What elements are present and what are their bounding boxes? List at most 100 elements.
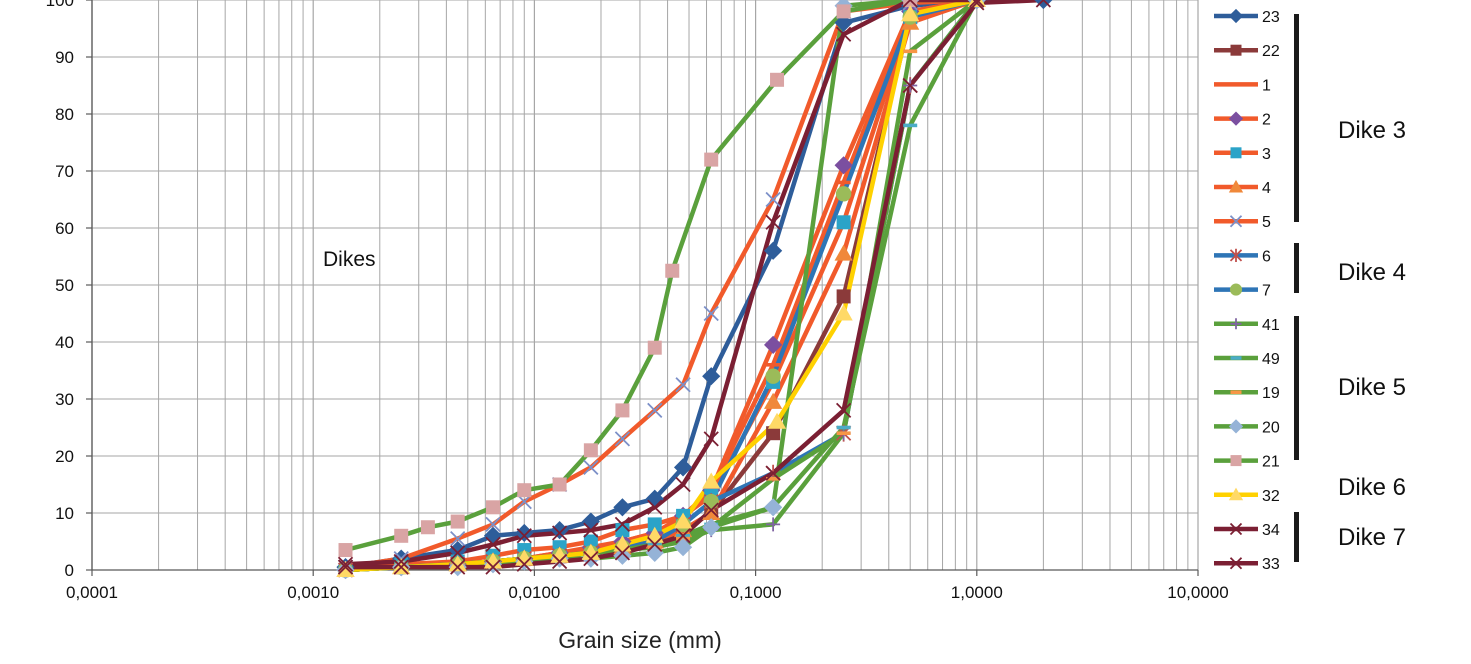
data-point-21 — [903, 0, 918, 7]
data-point-33 — [703, 431, 719, 447]
x-axis-title: Grain size (mm) — [558, 627, 722, 653]
data-point-33 — [902, 0, 918, 8]
y-tick-label: 20 — [55, 447, 74, 466]
data-point-34 — [647, 536, 663, 552]
data-point-34 — [703, 502, 719, 518]
data-point-32 — [336, 560, 355, 577]
legend-marker-41 — [1230, 318, 1242, 330]
legend-group-label: Dike 6 — [1338, 474, 1406, 501]
data-point-19 — [836, 431, 851, 435]
legend-label-6: 6 — [1262, 248, 1271, 265]
data-point-32 — [901, 5, 920, 22]
legend-label-22: 22 — [1262, 43, 1280, 60]
data-point-21 — [486, 500, 501, 515]
data-point-5 — [647, 402, 663, 419]
legend-group-label: Dike 7 — [1338, 524, 1406, 551]
legend-group-label: Dike 4 — [1338, 259, 1406, 286]
legend-label-3: 3 — [1262, 146, 1271, 163]
legend-marker-22 — [1230, 44, 1242, 56]
data-point-34 — [835, 402, 852, 419]
data-point-2 — [834, 156, 853, 175]
data-point-19 — [903, 49, 918, 54]
data-point-22 — [766, 426, 781, 441]
data-point-23 — [1034, 0, 1053, 10]
legend-label-49: 49 — [1262, 351, 1280, 368]
data-point-23 — [673, 458, 693, 477]
data-point-33 — [583, 522, 599, 538]
legend-dike-groups: Dike 3 Dike 4 Dike 5 Dike 6 Dike 7 — [1294, 14, 1406, 562]
legend-marker-23 — [1228, 8, 1244, 24]
legend-group-label: Dike 3 — [1338, 117, 1406, 144]
data-point-33 — [614, 516, 631, 533]
legend-group-bracket — [1294, 512, 1299, 562]
data-point-34 — [485, 559, 501, 575]
data-point-2 — [764, 335, 783, 354]
y-tick-label: 10 — [55, 504, 74, 523]
y-tick-label: 80 — [55, 105, 74, 124]
data-point-32 — [673, 512, 693, 529]
legend-marker-5 — [1229, 215, 1243, 228]
data-point-32 — [581, 543, 600, 560]
data-point-41 — [766, 517, 781, 532]
legend-label-5: 5 — [1262, 214, 1271, 231]
data-point-21 — [450, 514, 465, 529]
data-point-34 — [450, 559, 466, 575]
data-point-21 — [647, 340, 662, 355]
y-tick-label: 100 — [46, 0, 74, 10]
legend-marker-3 — [1230, 147, 1242, 159]
y-tick-label: 50 — [55, 276, 74, 295]
legend-marker-20 — [1228, 419, 1244, 434]
data-point-32 — [767, 412, 787, 429]
legend-label-19: 19 — [1262, 385, 1280, 402]
data-point-23 — [702, 367, 721, 386]
data-point-34 — [675, 528, 691, 544]
data-point-4 — [702, 503, 721, 520]
x-tick-label: 1,0000 — [951, 583, 1003, 602]
data-point-19 — [766, 477, 781, 481]
data-point-49 — [836, 425, 851, 430]
data-point-33 — [835, 26, 852, 42]
data-point-49 — [903, 123, 918, 128]
legend-label-34: 34 — [1262, 522, 1280, 539]
data-point-5 — [675, 377, 691, 393]
data-point-33 — [337, 556, 354, 572]
chart-tick-labels: 0 10 20 30 40 50 60 70 80 90 100 0,0001 0,0010 0,0100… — [46, 0, 1229, 602]
chart-annotations: Dikes — [323, 248, 376, 271]
data-point-7 — [835, 186, 852, 202]
legend-marker-34 — [1229, 522, 1243, 536]
data-point-33 — [450, 545, 466, 561]
legend-label-7: 7 — [1262, 283, 1271, 300]
data-point-33 — [969, 0, 985, 8]
data-point-23 — [448, 540, 467, 560]
chart-grid — [91, 0, 1199, 571]
data-point-1 — [836, 180, 851, 185]
data-point-22 — [836, 289, 851, 304]
legend-marker-33 — [1229, 557, 1243, 570]
data-point-32 — [483, 552, 503, 569]
data-point-34 — [902, 77, 918, 94]
data-point-1 — [766, 363, 781, 367]
series-line-23 — [343, 0, 1046, 570]
legend-marker-32 — [1228, 487, 1244, 501]
legend-label-32: 32 — [1262, 488, 1280, 505]
data-point-23 — [764, 241, 783, 260]
legend-label-33: 33 — [1262, 556, 1280, 573]
data-point-21 — [552, 477, 567, 492]
data-point-3 — [647, 517, 662, 532]
data-point-34 — [765, 465, 781, 481]
y-tick-label: 0 — [65, 561, 74, 580]
chart-series-markers — [336, 0, 1053, 580]
data-point-33 — [765, 214, 781, 230]
legend-marker-19 — [1230, 390, 1242, 394]
data-point-33 — [675, 476, 691, 493]
y-tick-label: 60 — [55, 219, 74, 238]
data-point-23 — [483, 526, 503, 545]
data-point-21 — [394, 528, 409, 543]
y-tick-label: 30 — [55, 390, 74, 409]
data-point-33 — [485, 536, 501, 552]
legend-marker-1 — [1230, 82, 1242, 87]
data-point-3 — [583, 534, 598, 549]
data-point-5 — [703, 305, 719, 322]
data-point-20 — [645, 543, 664, 562]
